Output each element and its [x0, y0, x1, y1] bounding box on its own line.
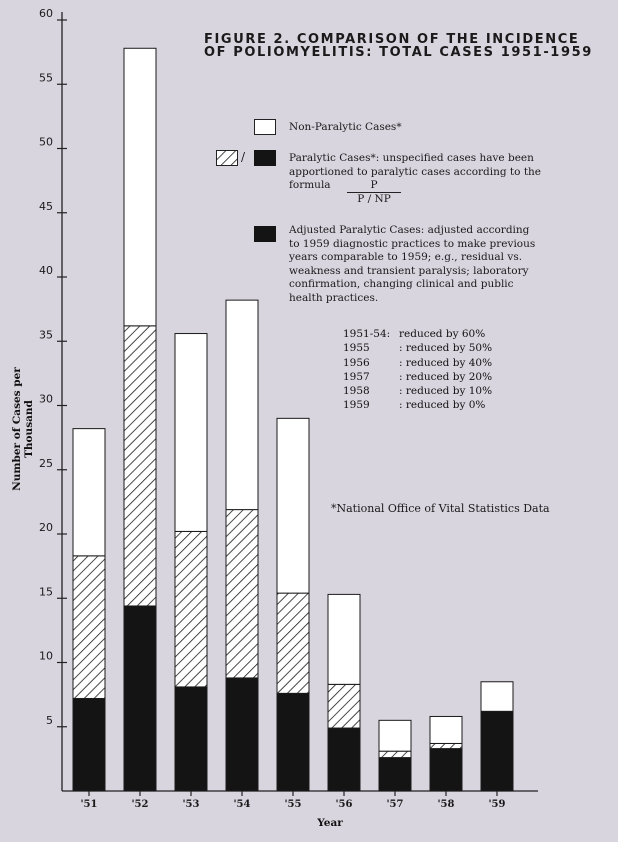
bar-segment-nonparalytic [174, 333, 208, 532]
reduction-table: 1951-54: reduced by 60% 1955 : reduced b… [343, 327, 492, 413]
x-tick-label: '58 [438, 799, 455, 810]
legend-adjusted-line-5: confirmation, changing clinical and publ… [289, 278, 514, 290]
legend-adjusted-line-3: years comparable to 1959; e.g., residual… [289, 251, 523, 263]
legend-swatch-adjusted [254, 226, 276, 242]
legend-adjusted-line-2: to 1959 diagnostic practices to make pre… [289, 237, 536, 250]
legend-adjusted-line-4: weakness and transient paralysis; labora… [289, 264, 529, 277]
bar-segment-adjusted-paralytic [225, 677, 259, 792]
chart-title-line-1: FIGURE 2. COMPARISON OF THE INCIDENCE [204, 32, 580, 47]
x-axis-ticks: '51 '52 '53 '54 '55 '56 '57 '58 '59 [81, 791, 506, 810]
y-tick-label: 50 [39, 136, 53, 149]
y-tick-label: 15 [39, 585, 53, 598]
legend-label-adjusted: Adjusted Paralytic Cases: adjusted accor… [289, 224, 535, 305]
bar-segment-nonparalytic [123, 47, 157, 327]
legend-swatch-nonparalytic [254, 119, 276, 135]
bars [72, 47, 514, 792]
y-tick-label: 10 [39, 650, 53, 663]
bar-segment-nonparalytic [480, 681, 514, 712]
x-tick-label: '52 [132, 799, 149, 810]
reduction-years: 1959 [343, 399, 370, 412]
reduction-row: 1958 : reduced by 10% [343, 384, 492, 398]
y-tick-label: 35 [39, 328, 53, 341]
bar-segment-nonparalytic [72, 428, 106, 557]
bar-segment-adjusted-paralytic [480, 710, 514, 792]
x-tick-label: '55 [285, 799, 302, 810]
reduction-years: 1951-54: [343, 328, 391, 340]
formula-denominator: P / NP [357, 193, 391, 205]
legend-plus-sign: / [241, 150, 246, 164]
bar-segment-paralytic [429, 742, 463, 750]
reduction-row: 1956 : reduced by 40% [343, 356, 492, 370]
reduction-text: : reduced by 50% [399, 342, 493, 355]
y-tick-label: 55 [39, 71, 53, 84]
bar-segment-adjusted-paralytic [72, 697, 106, 792]
y-tick-label: 25 [39, 457, 53, 470]
x-tick-label: '59 [489, 799, 506, 810]
reduction-years: 1958 [343, 385, 370, 398]
reduction-row: 1957 : reduced by 20% [343, 370, 492, 384]
y-axis-label: Number of Cases per Thousand [11, 367, 35, 491]
x-tick-label: '56 [336, 799, 353, 810]
reduction-row: 1955 : reduced by 50% [343, 341, 492, 355]
bar-segment-adjusted-paralytic [429, 748, 463, 792]
x-axis-label: Year [317, 817, 343, 829]
bar-segment-nonparalytic [378, 719, 412, 752]
y-tick-label: 20 [39, 521, 53, 534]
y-tick-label: 30 [39, 393, 53, 406]
legend-label-nonparalytic: Non-Paralytic Cases* [289, 121, 402, 133]
y-tick-label: 5 [46, 714, 53, 727]
y-tick-label: 60 [39, 7, 53, 20]
reduction-years: 1956 [343, 356, 370, 369]
bar-segment-nonparalytic [225, 299, 259, 511]
reduction-text: : reduced by 20% [399, 370, 493, 383]
reduction-text: : reduced by 10% [399, 385, 493, 398]
reduction-text: : reduced by 40% [399, 356, 493, 369]
bar-segment-paralytic [276, 592, 310, 694]
legend-adjusted-line-1: Adjusted Paralytic Cases: adjusted accor… [289, 224, 530, 236]
reduction-text: : reduced by 0% [399, 399, 486, 412]
bar-segment-nonparalytic [276, 417, 310, 594]
bar-segment-adjusted-paralytic [123, 605, 157, 792]
x-tick-label: '54 [234, 799, 251, 810]
legend-adjusted-line-6: health practices. [289, 291, 379, 304]
reduction-years: 1955 [343, 342, 370, 355]
x-tick-label: '53 [183, 799, 200, 810]
bar-segment-nonparalytic [327, 593, 361, 685]
formula-numerator: P [347, 179, 401, 193]
legend-label-paralytic: Paralytic Cases*: unspecified cases have… [289, 152, 541, 193]
reduction-row: 1959 : reduced by 0% [343, 398, 492, 412]
bar-segment-paralytic [174, 530, 208, 688]
chart-title-line-2: OF POLIOMYELITIS: TOTAL CASES 1951-1959 [204, 45, 593, 60]
legend-formula: P P / NP [347, 179, 401, 206]
legend-swatch-paralytic-hatch [216, 150, 238, 166]
y-tick-label: 40 [39, 264, 53, 277]
bar-segment-adjusted-paralytic [174, 686, 208, 792]
legend-swatch-paralytic-solid [254, 150, 276, 166]
reduction-years: 1957 [343, 370, 370, 383]
bar-segment-adjusted-paralytic [276, 692, 310, 792]
bar-segment-adjusted-paralytic [378, 757, 412, 792]
bar-segment-paralytic [378, 750, 412, 759]
bar-segment-paralytic [225, 509, 259, 679]
bar-segment-paralytic [123, 325, 157, 607]
bar-segment-adjusted-paralytic [327, 727, 361, 792]
reduction-text: reduced by 60% [399, 328, 486, 340]
y-tick-label: 45 [39, 200, 53, 213]
legend-paralytic-line-2: apportioned to paralytic cases according… [289, 165, 542, 178]
bar-segment-paralytic [72, 555, 106, 699]
bar-segment-paralytic [327, 683, 361, 729]
x-tick-label: '57 [387, 799, 404, 810]
chart-title: FIGURE 2. COMPARISON OF THE INCIDENCE OF… [204, 33, 604, 59]
x-tick-label: '51 [81, 799, 98, 810]
source-note: *National Office of Vital Statistics Dat… [331, 502, 550, 515]
legend-paralytic-line-3: formula [289, 179, 331, 191]
bar-segment-nonparalytic [429, 715, 463, 744]
reduction-row: 1951-54: reduced by 60% [343, 327, 492, 341]
legend-paralytic-line-1: Paralytic Cases*: unspecified cases have… [289, 152, 534, 164]
